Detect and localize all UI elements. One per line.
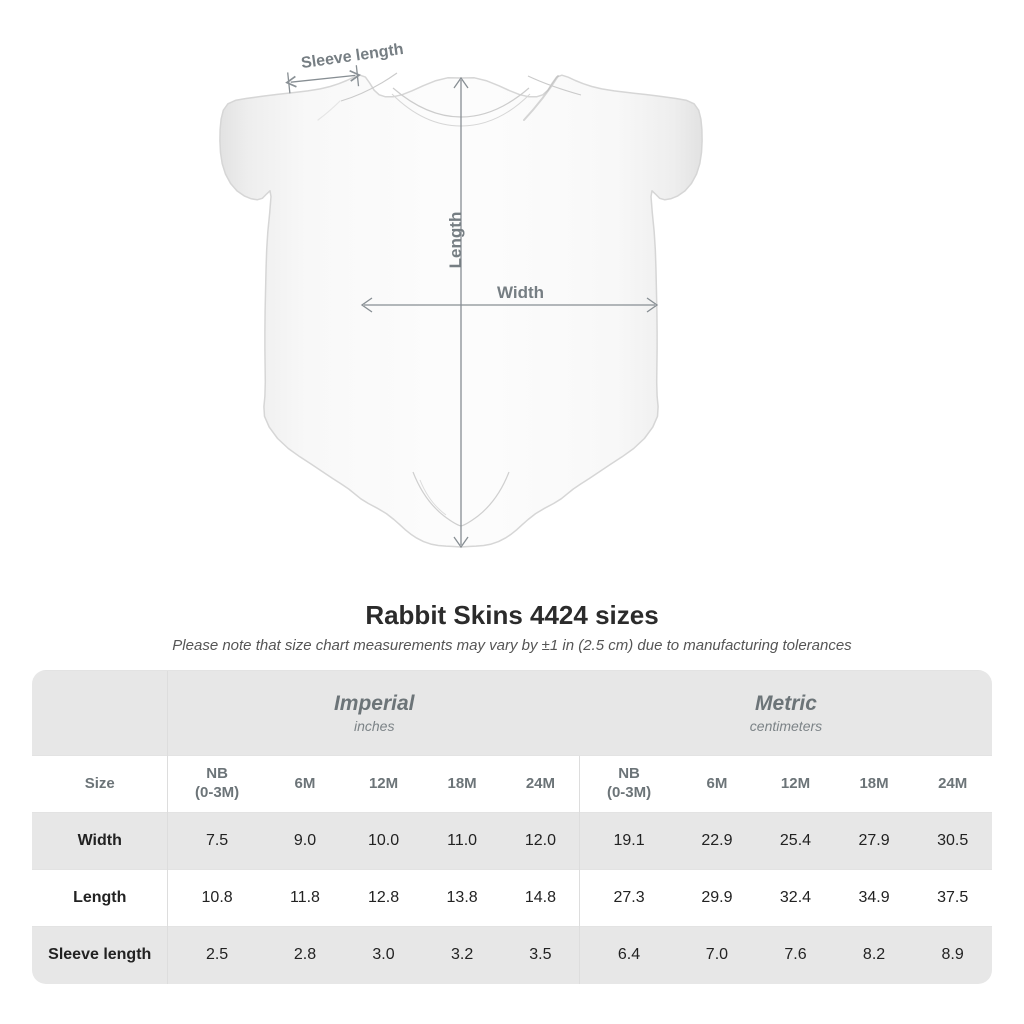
svg-text:Width: Width: [497, 283, 544, 302]
svg-text:Sleeve length: Sleeve length: [300, 41, 405, 72]
svg-text:Length: Length: [446, 212, 465, 269]
